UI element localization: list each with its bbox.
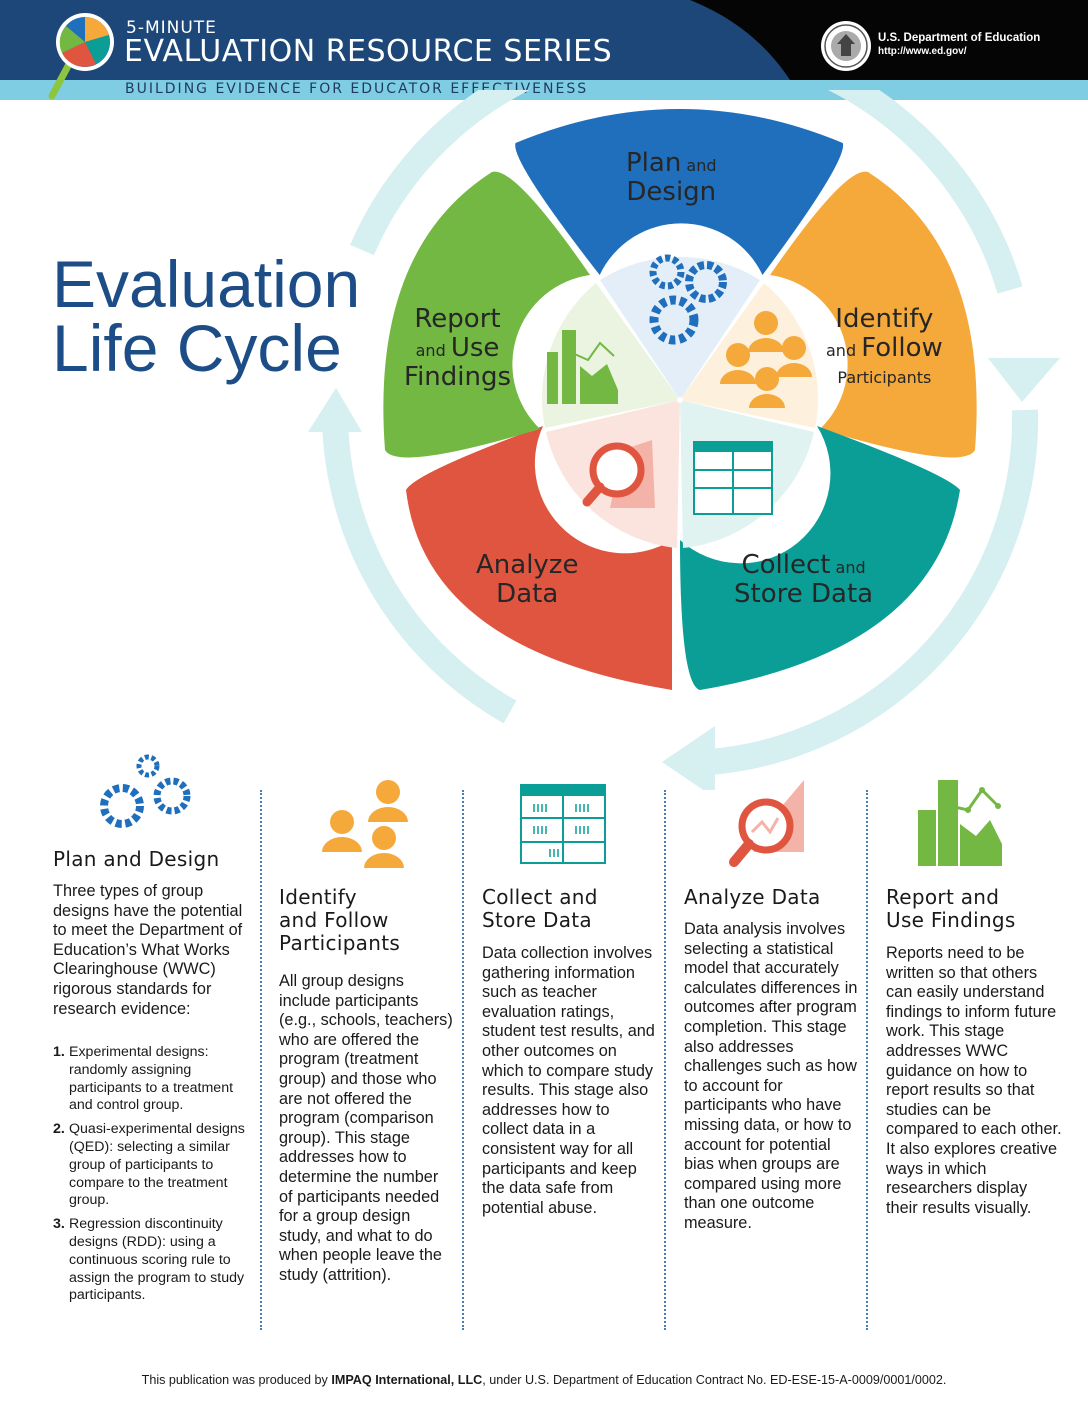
segment-collect — [680, 426, 960, 690]
cycle-arrow-ring — [322, 90, 1039, 775]
series-title: EVALUATION RESOURCE SERIES — [124, 34, 613, 69]
column-body: Three types of group designs have the po… — [53, 882, 243, 1018]
hub-spreadsheet-icon — [693, 441, 773, 515]
department-seal-icon — [821, 21, 871, 71]
segment-report — [383, 171, 590, 458]
segment-plan — [515, 109, 844, 275]
design-list: 1. Experimental designs: randomly assigni… — [53, 1044, 253, 1311]
magnifier-chart-icon — [729, 780, 804, 867]
column-body: Reports need to be written so that other… — [886, 944, 1062, 1217]
segment-label-identify: Identify and Follow Participants — [826, 304, 943, 388]
column-body: Data analysis involves selecting a stati… — [684, 920, 858, 1232]
segment-label-collect: Collect and Store Data — [734, 550, 874, 609]
segment-identify — [770, 171, 977, 458]
life-cycle-diagram: Plan and Design Identify and Follow Part… — [270, 90, 1080, 790]
cycle-arrowheads — [308, 358, 1060, 790]
gears-icon — [100, 754, 191, 828]
column-heading: Collect and Store Data — [482, 885, 598, 932]
segment-label-analyze: Analyze Data — [476, 550, 579, 609]
header-background — [0, 0, 1088, 100]
series-logo-icon — [48, 13, 114, 100]
hub-people-icon — [720, 311, 812, 408]
page-title-line-2: Life Cycle — [52, 311, 342, 385]
list-item: 3. Regression discontinuity designs (RDD)… — [53, 1216, 245, 1304]
list-item: 1. Experimental designs: randomly assigni… — [53, 1044, 234, 1114]
page-title: Evaluation Life Cycle — [52, 247, 382, 385]
hub-gears-icon — [649, 254, 727, 345]
department-name: U.S. Department of Education — [878, 32, 1041, 44]
column-heading: Plan and Design — [53, 847, 220, 871]
hub-magnifier-chart-icon — [582, 440, 655, 508]
footer-credit: This publication was produced by IMPAQ I… — [141, 1373, 947, 1387]
spreadsheet-icon — [520, 784, 606, 864]
header-banner: 5-MINUTE EVALUATION RESOURCE SERIES BUIL… — [0, 0, 1088, 102]
department-url[interactable]: http://www.ed.gov/ — [878, 46, 967, 57]
column-divider — [866, 790, 868, 1330]
column-body: All group designs include participants (… — [279, 972, 453, 1284]
column-divider — [664, 790, 666, 1330]
column-divider — [462, 790, 464, 1330]
hub-bar-chart-icon — [547, 330, 618, 404]
segment-label-report: Report and Use Findings — [404, 304, 512, 392]
page-title-line-1: Evaluation — [52, 247, 361, 321]
column-divider — [260, 790, 262, 1330]
life-cycle-graphic — [308, 90, 1060, 790]
footer-org: IMPAQ International, LLC — [331, 1373, 483, 1387]
people-icon — [322, 780, 408, 868]
segment-analyze — [406, 426, 672, 690]
column-heading: Identify and Follow Participants — [279, 885, 401, 955]
column-heading: Report and Use Findings — [886, 885, 1016, 932]
column-heading: Analyze Data — [684, 885, 821, 909]
series-subtitle: BUILDING EVIDENCE FOR EDUCATOR EFFECTIVE… — [125, 81, 589, 97]
segment-label-plan: Plan and Design — [626, 148, 717, 207]
list-item: 2. Quasi-experimental designs (QED): sele… — [53, 1121, 245, 1209]
series-label-small: 5-MINUTE — [126, 18, 217, 38]
bar-chart-icon — [918, 780, 1002, 866]
column-body: Data collection involves gathering infor… — [482, 944, 655, 1217]
